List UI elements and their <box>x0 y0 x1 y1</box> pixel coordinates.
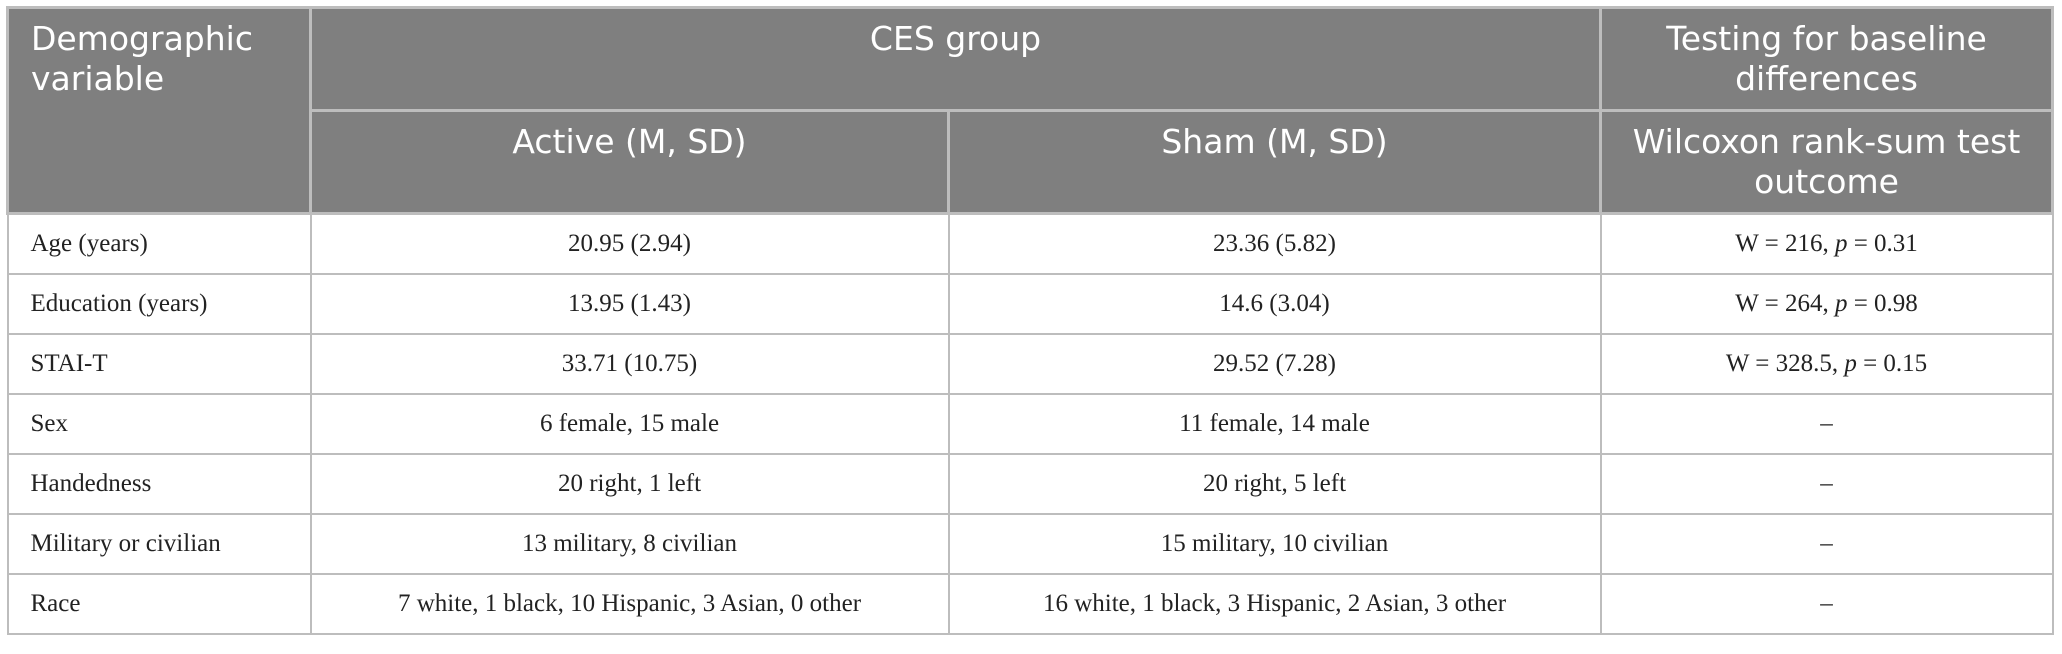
table-cell: Military or civilian <box>6 513 312 575</box>
table-cell: 20.95 (2.94) <box>309 212 950 275</box>
table-cell: – <box>1599 453 2054 515</box>
table-cell: 13.95 (1.43) <box>309 273 950 335</box>
table-cell: 13 military, 8 civilian <box>309 513 950 575</box>
table-row: Military or civilian 13 military, 8 civil… <box>6 513 2054 575</box>
table-cell: 33.71 (10.75) <box>309 333 950 395</box>
table-cell: Education (years) <box>6 273 312 335</box>
table-row: Age (years) 20.95 (2.94) 23.36 (5.82) W = 2… <box>6 212 2054 275</box>
table-cell: 11 female, 14 male <box>947 393 1602 455</box>
table-row: Race 7 white, 1 black, 10 Hispanic, 3 Asi… <box>6 573 2054 635</box>
table-cell: 14.6 (3.04) <box>947 273 1602 335</box>
table-cell: 29.52 (7.28) <box>947 333 1602 395</box>
header-cell: Wilcoxon rank-sum test outcome <box>1599 109 2055 215</box>
table-cell: W = 328.5, p = 0.15 <box>1599 333 2054 395</box>
table-cell: Age (years) <box>6 212 312 275</box>
table-cell: W = 216, p = 0.31 <box>1599 212 2054 275</box>
table-cell: 7 white, 1 black, 10 Hispanic, 3 Asian, … <box>309 573 950 635</box>
header-cell: Testing for baseline differences <box>1599 6 2055 112</box>
table-cell: 23.36 (5.82) <box>947 212 1602 275</box>
table-cell: W = 264, p = 0.98 <box>1599 273 2054 335</box>
header-cell: CES group <box>308 6 1603 112</box>
table-cell: STAI-T <box>6 333 312 395</box>
table-cell: Race <box>6 573 312 635</box>
header-cell: Sham (M, SD) <box>946 109 1603 215</box>
table-cell: 16 white, 1 black, 3 Hispanic, 2 Asian, … <box>947 573 1602 635</box>
demographics-table: Demographic variable CES group Testing f… <box>6 6 2055 635</box>
table-cell: 20 right, 5 left <box>947 453 1602 515</box>
table-row: Handedness 20 right, 1 left 20 right, 5 le… <box>6 453 2054 515</box>
table-row: Sex 6 female, 15 male 11 female, 14 male – <box>6 393 2054 455</box>
table-row: STAI-T 33.71 (10.75) 29.52 (7.28) W = 328.5… <box>6 333 2054 395</box>
header-cell: Active (M, SD) <box>309 109 950 215</box>
table-row: Education (years) 13.95 (1.43) 14.6 (3.04)… <box>6 273 2054 335</box>
table-cell: – <box>1599 393 2054 455</box>
table-cell: 20 right, 1 left <box>309 453 950 515</box>
table-body: Age (years) 20.95 (2.94) 23.36 (5.82) W = 2… <box>6 212 2054 635</box>
table-cell: Sex <box>6 393 312 455</box>
table-cell: – <box>1599 573 2054 635</box>
header-cell: Demographic variable <box>6 6 312 215</box>
table-cell: 15 military, 10 civilian <box>947 513 1602 575</box>
table-cell: – <box>1599 513 2054 575</box>
table-cell: Handedness <box>6 453 312 515</box>
table-cell: 6 female, 15 male <box>309 393 950 455</box>
